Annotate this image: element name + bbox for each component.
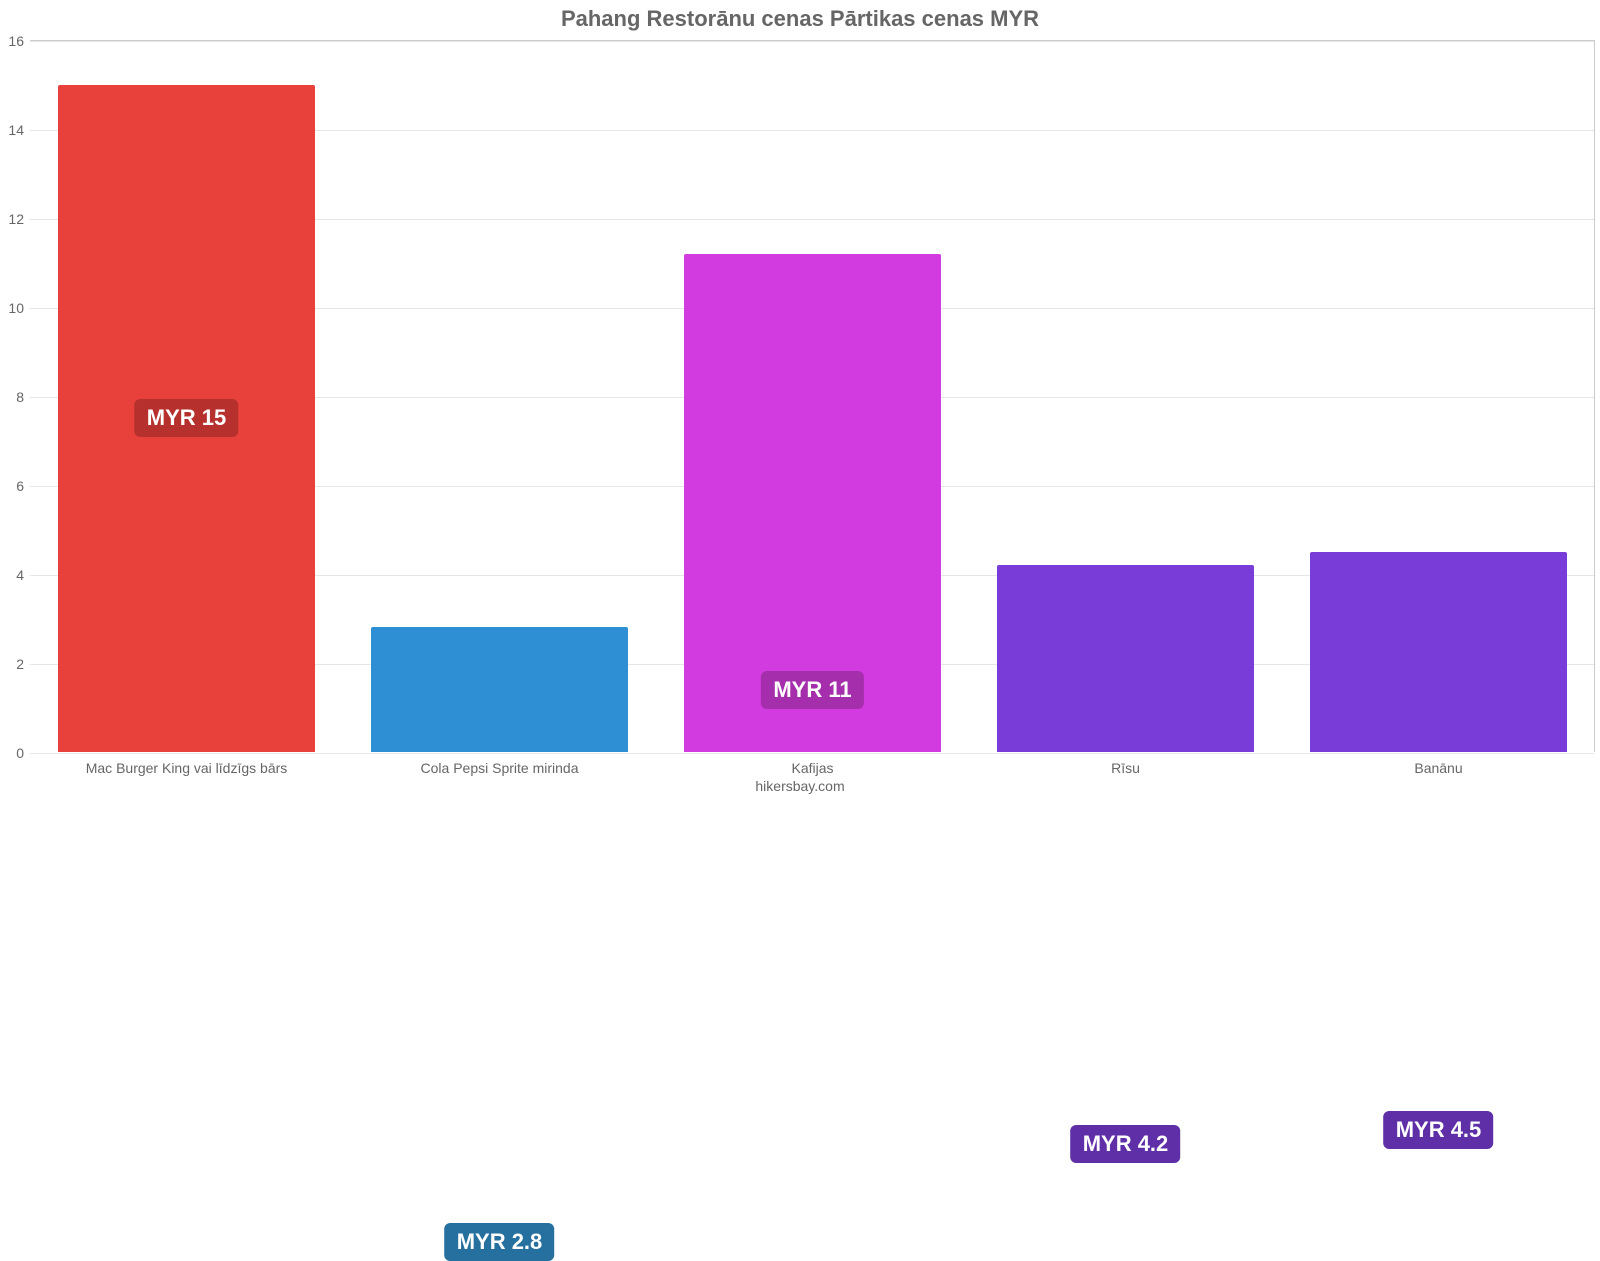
value-badge: MYR 2.8 xyxy=(445,1223,555,1261)
chart-credit: hikersbay.com xyxy=(0,778,1600,794)
x-tick-label: Banānu xyxy=(1414,752,1462,776)
y-tick-label: 12 xyxy=(8,211,30,227)
y-tick-label: 0 xyxy=(16,745,30,761)
chart-bar: MYR 4.2 xyxy=(997,565,1254,752)
y-tick-label: 4 xyxy=(16,567,30,583)
x-tick-label: Mac Burger King vai līdzīgs bārs xyxy=(86,752,288,776)
chart-plot-area: 0246810121416MYR 15Mac Burger King vai l… xyxy=(30,40,1595,752)
chart-title: Pahang Restorānu cenas Pārtikas cenas MY… xyxy=(0,6,1600,32)
x-tick-label: Rīsu xyxy=(1111,752,1140,776)
value-badge: MYR 4.5 xyxy=(1384,1111,1494,1149)
grid-line xyxy=(30,41,1594,42)
y-tick-label: 6 xyxy=(16,478,30,494)
chart-bar: MYR 15 xyxy=(58,85,315,753)
y-tick-label: 2 xyxy=(16,656,30,672)
value-badge: MYR 15 xyxy=(135,399,238,437)
x-tick-label: Cola Pepsi Sprite mirinda xyxy=(421,752,579,776)
chart-bar: MYR 2.8 xyxy=(371,627,628,752)
y-tick-label: 16 xyxy=(8,33,30,49)
y-tick-label: 10 xyxy=(8,300,30,316)
value-badge: MYR 11 xyxy=(761,671,863,709)
chart-bar: MYR 11 xyxy=(684,254,941,752)
y-tick-label: 8 xyxy=(16,389,30,405)
x-tick-label: Kafijas xyxy=(791,752,833,776)
y-tick-label: 14 xyxy=(8,122,30,138)
chart-bar: MYR 4.5 xyxy=(1310,552,1567,752)
value-badge: MYR 4.2 xyxy=(1071,1125,1181,1163)
